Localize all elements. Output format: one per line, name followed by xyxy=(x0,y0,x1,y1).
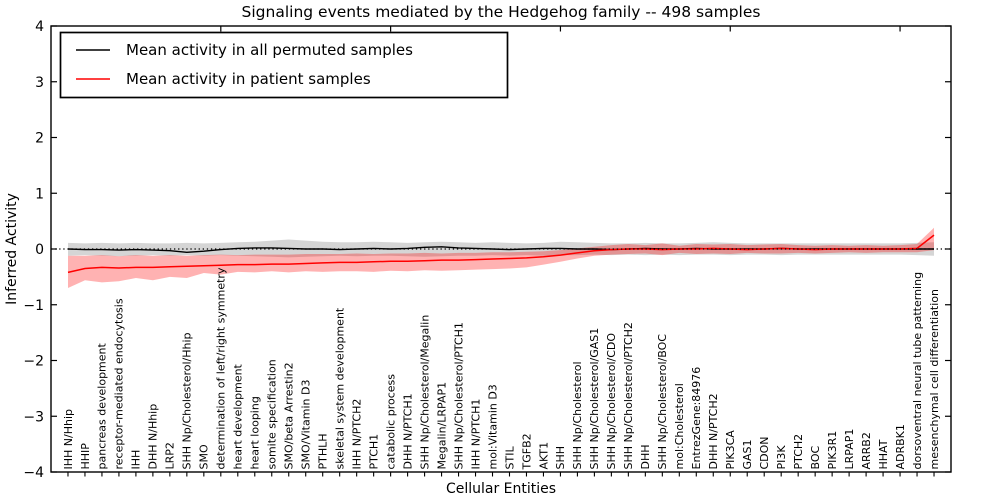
x-tick-label: mol:Cholesterol xyxy=(673,383,686,469)
x-tick-label: PI3K xyxy=(775,445,788,470)
y-tick-label: 4 xyxy=(35,19,44,35)
x-tick-label: IHH xyxy=(130,450,143,470)
y-tick-label: −1 xyxy=(23,298,44,314)
legend: Mean activity in all permuted samples Me… xyxy=(59,31,509,99)
x-tick-label: DHH xyxy=(639,444,652,469)
x-tick-label: GAS1 xyxy=(741,439,754,469)
x-tick-label: mesenchymal cell differentiation xyxy=(928,289,941,470)
x-tick-label: heart looping xyxy=(249,396,262,469)
x-tick-label: catabolic process xyxy=(384,374,397,470)
x-tick-label: somite specification xyxy=(266,359,279,469)
y-tick-label: 3 xyxy=(35,75,44,91)
x-tick-label: IHH N/PTCH1 xyxy=(469,399,482,470)
x-tick-label: receptor-mediated endocytosis xyxy=(113,298,126,469)
x-tick-label: DHH N/PTCH1 xyxy=(401,393,414,469)
x-tick-label: TGFB2 xyxy=(520,433,533,470)
x-tick-label: HHIP xyxy=(79,443,92,470)
legend-box xyxy=(59,31,509,99)
plot-frame xyxy=(50,25,952,473)
x-tick-label: PTCH2 xyxy=(792,434,805,470)
x-tick-label: BOC xyxy=(809,445,822,469)
x-tick-label: SMO xyxy=(198,444,211,469)
x-tick-label: SMO/beta Arrestin2 xyxy=(283,362,296,469)
x-tick-label: Megalin/LRPAP1 xyxy=(435,382,448,470)
x-tick-label: LRP2 xyxy=(164,442,177,469)
x-tick-label: DHH N/PTCH2 xyxy=(707,393,720,469)
legend-label-patient-samples: Mean activity in patient samples xyxy=(126,70,371,88)
x-tick-label: PTHLH xyxy=(317,433,330,469)
x-axis-label: Cellular Entities xyxy=(446,481,556,497)
patient-samples-band xyxy=(68,227,934,288)
x-tick-label: SHH xyxy=(554,446,567,470)
x-tick-label: STIL xyxy=(503,446,516,470)
y-tick-label: −3 xyxy=(23,409,44,425)
x-tick-label: LRPAP1 xyxy=(843,429,856,470)
y-axis-label: Inferred Activity xyxy=(4,193,20,305)
x-tick-label: skeletal system development xyxy=(334,307,347,469)
y-tick-label: 1 xyxy=(35,186,44,202)
x-tick-label: SHH Np/Cholesterol/PTCH2 xyxy=(622,322,635,469)
x-tick-label: SHH Np/Cholesterol/PTCH1 xyxy=(452,322,465,469)
x-tick-label: PIK3R1 xyxy=(826,431,839,470)
x-tick-label: DHH N/Hhip xyxy=(147,404,160,470)
x-tick-label: SHH Np/Cholesterol/Megalin xyxy=(418,315,431,470)
x-tick-label: HHAT xyxy=(877,439,890,469)
plot-area: 4 3 2 1 0 −1 −2 −3 −4 IHH N/Hhip HHIP pancreas deve… xyxy=(23,19,951,481)
permuted-samples-band xyxy=(68,239,934,258)
x-tick-label: IHH N/PTCH2 xyxy=(351,399,364,470)
x-tick-label: SHH Np/Cholesterol xyxy=(571,361,584,469)
chart-title: Signaling events mediated by the Hedgeho… xyxy=(242,3,761,21)
y-tick-label: −4 xyxy=(23,465,44,481)
x-tick-label: ADRBK1 xyxy=(894,424,907,469)
x-tick-label: dorsoventral neural tube patterning xyxy=(911,272,924,470)
x-tick-label: PTCH1 xyxy=(367,434,380,470)
x-tick-label: PIK3CA xyxy=(724,430,737,470)
x-tick-label: CDON xyxy=(758,436,771,469)
x-tick-label: ARRB2 xyxy=(860,432,873,469)
x-tick-label: determination of left/right symmetry xyxy=(215,267,228,469)
y-tick-label: 2 xyxy=(35,131,44,147)
legend-label-permuted-samples: Mean activity in all permuted samples xyxy=(126,41,413,59)
x-tick-label: IHH N/Hhip xyxy=(62,409,75,470)
x-tick-label: EntrezGene:84976 xyxy=(690,367,703,470)
x-tick-label: SHH Np/Cholesterol/Hhip xyxy=(181,332,194,469)
x-tick-label: SMO/Vitamin D3 xyxy=(300,380,313,470)
x-tick-label: SHH Np/Cholesterol/CDO xyxy=(605,333,618,470)
x-tick-label: pancreas development xyxy=(96,342,109,469)
x-tick-label: SHH Np/Cholesterol/BOC xyxy=(656,334,669,470)
x-tick-label: AKT1 xyxy=(537,442,550,470)
x-tick-label: mol:Vitamin D3 xyxy=(486,384,499,469)
y-tick-label: −2 xyxy=(23,354,44,370)
x-tick-label: heart development xyxy=(232,363,245,469)
x-tick-label: SHH Np/Cholesterol/GAS1 xyxy=(588,328,601,470)
y-tick-label: 0 xyxy=(35,242,44,258)
